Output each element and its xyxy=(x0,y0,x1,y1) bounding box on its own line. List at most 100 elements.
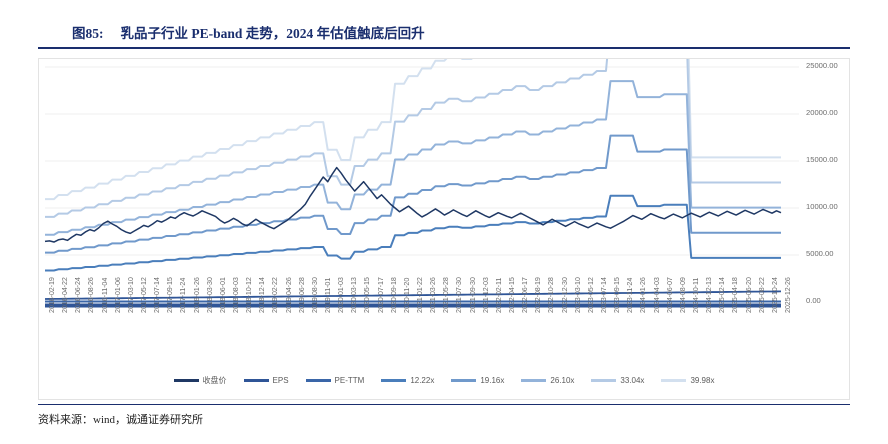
x-axis-tick-label: 2025-04-18 xyxy=(730,277,740,313)
legend-item-label: 收盘价 xyxy=(202,375,227,385)
series-line xyxy=(45,194,781,272)
x-axis-tick-label: 2022-10-28 xyxy=(546,277,556,313)
x-axis-tick-label: 2016-04-22 xyxy=(60,277,70,313)
chart-legend: 收盘价 EPS PE-TTM 12.22x 19.16x 26.10x 33.04x 39.9… xyxy=(38,372,850,388)
figure-number-label: 图85: xyxy=(72,26,104,41)
legend-item-label: 19.16x xyxy=(480,375,505,385)
footer-divider xyxy=(38,404,850,406)
page-title: 乳品子行业 PE-band 走势，2024 年估值触底后回升 xyxy=(120,26,425,41)
x-axis-tick-label: 2024-01-26 xyxy=(638,277,648,313)
y-axis-tick-label: 15000.00 xyxy=(806,155,838,164)
x-axis-tick-label: 2023-07-14 xyxy=(599,277,608,313)
x-axis-tick-label: 2022-12-30 xyxy=(559,277,569,313)
legend-swatch-icon xyxy=(381,378,407,382)
x-axis-tick-label: 2017-11-24 xyxy=(178,277,188,313)
x-axis-tick-label: 2017-03-10 xyxy=(125,277,135,313)
pe-band-chart xyxy=(44,59,799,308)
x-axis-tick-label: 2018-06-01 xyxy=(217,277,227,313)
y-axis-tick-label: 25000.00 xyxy=(806,61,838,70)
legend-item[interactable]: 33.04x xyxy=(591,376,644,385)
x-axis-tick-label: 2020-07-17 xyxy=(375,277,385,313)
legend-item[interactable]: 39.98x xyxy=(661,376,714,385)
series-line xyxy=(45,59,781,218)
y-axis-tick-label: 0.00 xyxy=(806,296,821,305)
x-axis-tick-label: 2022-06-17 xyxy=(520,277,530,313)
x-axis-tick-label: 2020-09-18 xyxy=(388,277,398,313)
figure-title-row: 图85: 乳品子行业 PE-band 走势，2024 年估值触底后回升 xyxy=(72,22,862,44)
legend-item[interactable]: 收盘价 xyxy=(173,375,227,386)
x-axis-tick-label: 2018-12-14 xyxy=(257,277,267,313)
legend-swatch-icon xyxy=(451,378,477,382)
x-axis-tick-label: 2017-05-12 xyxy=(139,277,148,313)
x-axis-tick-label: 2020-11-20 xyxy=(401,277,411,313)
x-axis-tick-label: 2019-08-30 xyxy=(309,277,319,313)
x-axis-tick-label: 2016-06-24 xyxy=(73,277,83,313)
x-axis-tick-label: 2016-08-26 xyxy=(86,277,96,313)
x-axis-tick-label: 2020-05-15 xyxy=(362,277,372,313)
legend-item[interactable]: EPS xyxy=(243,375,289,385)
x-axis-tick-label: 2016-11-04 xyxy=(99,277,109,313)
legend-item-label: 33.04x xyxy=(620,375,645,385)
legend-swatch-icon xyxy=(305,378,331,382)
legend-item[interactable]: 12.22x xyxy=(381,376,434,385)
legend-item-label: 39.98x xyxy=(690,375,715,385)
x-axis-tick-label: 2023-11-24 xyxy=(625,277,635,313)
legend-item[interactable]: 26.10x xyxy=(521,376,574,385)
legend-item[interactable]: 19.16x xyxy=(451,376,504,385)
x-axis-tick-label: 2023-05-12 xyxy=(585,277,595,313)
series-line xyxy=(45,80,781,236)
x-axis-tick-label: 2016-02-19 xyxy=(47,277,56,313)
x-axis-tick-label: 2018-01-26 xyxy=(191,277,201,313)
x-axis-tick-label: 2021-12-03 xyxy=(480,277,490,313)
x-axis-tick-label: 2023-09-15 xyxy=(612,277,622,313)
x-axis-tick-label: 2021-03-26 xyxy=(428,277,438,313)
x-axis-tick-label: 2018-10-12 xyxy=(244,277,254,313)
y-axis-tick-label: 5000.00 xyxy=(806,249,834,258)
x-axis-tick-label: 2021-07-30 xyxy=(454,277,464,313)
legend-item-label: PE-TTM xyxy=(334,375,365,385)
legend-item-label: 26.10x xyxy=(550,375,575,385)
legend-swatch-icon xyxy=(591,378,617,382)
chart-plot-frame xyxy=(38,58,850,400)
x-axis-tick-label: 2018-03-30 xyxy=(204,277,214,313)
x-axis-tick-label: 2022-08-19 xyxy=(533,277,543,313)
x-axis-tick-label: 2021-09-30 xyxy=(467,277,477,313)
x-axis-tick-label: 2017-09-15 xyxy=(165,277,175,313)
x-axis-tick-label: 2020-03-13 xyxy=(349,277,359,313)
x-axis-tick-label: 2019-04-26 xyxy=(283,277,293,313)
y-axis-tick-label: 10000.00 xyxy=(806,202,838,211)
series-line xyxy=(44,290,782,300)
series-line xyxy=(45,59,781,201)
legend-item-label: 12.22x xyxy=(410,375,435,385)
x-axis-tick-label: 2019-11-01 xyxy=(323,277,332,313)
series-line xyxy=(44,166,782,243)
x-axis-tick-label: 2018-08-03 xyxy=(231,277,240,313)
x-axis-tick-label: 2022-02-11 xyxy=(493,277,503,313)
x-axis-tick-label: 2024-12-13 xyxy=(704,277,714,313)
legend-item-label: EPS xyxy=(272,375,289,385)
legend-swatch-icon xyxy=(661,378,687,382)
x-axis-tick-label: 2019-06-28 xyxy=(296,277,306,313)
series-line xyxy=(45,134,781,254)
title-divider xyxy=(38,47,850,49)
source-note: 资料来源：wind，诚通证券研究所 xyxy=(38,414,203,426)
x-axis-tick-label: 2019-02-22 xyxy=(270,277,280,313)
x-axis-tick-label: 2025-08-22 xyxy=(756,277,766,313)
x-axis-tick-label: 2025-02-14 xyxy=(717,277,727,313)
x-axis-tick-label: 2017-07-14 xyxy=(152,277,162,313)
x-axis-tick-label: 2024-04-03 xyxy=(651,277,661,313)
x-axis-tick-label: 2022-04-15 xyxy=(507,277,516,313)
x-axis-tick-label: 2025-06-20 xyxy=(743,277,753,313)
x-axis-tick-label: 2017-01-06 xyxy=(112,277,122,313)
x-axis-tick-label: 2021-01-22 xyxy=(415,277,424,313)
x-axis-tick-label: 2024-06-07 xyxy=(664,277,674,313)
x-axis-tick-label: 2024-08-09 xyxy=(677,277,687,313)
legend-swatch-icon xyxy=(521,378,547,382)
x-axis-tick-label: 2025-12-26 xyxy=(783,277,792,313)
x-axis-tick-label: 2023-03-10 xyxy=(572,277,582,313)
x-axis-tick-label: 2025-10-24 xyxy=(769,277,779,313)
y-axis-tick-label: 20000.00 xyxy=(806,108,838,117)
legend-item[interactable]: PE-TTM xyxy=(305,375,365,385)
x-axis-tick-label: 2021-05-28 xyxy=(441,277,451,313)
